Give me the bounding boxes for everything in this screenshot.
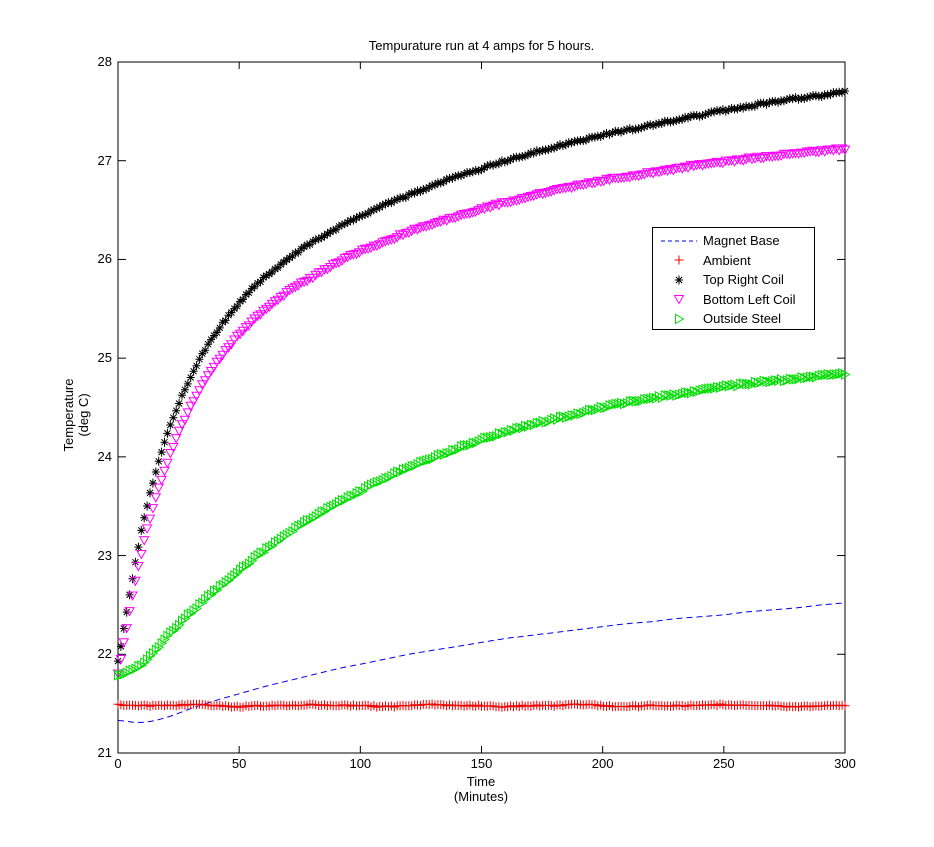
- x-axis-label: Time (Minutes): [331, 774, 631, 804]
- triangle-right-icon: [675, 313, 685, 325]
- asterisk-icon: [675, 275, 683, 285]
- x-tick-label: 250: [712, 756, 735, 771]
- y-axis-label-line1: Temperature: [61, 378, 76, 452]
- series-outside-steel-markers: [114, 367, 851, 681]
- y-tick-label: 25: [97, 350, 112, 366]
- legend-label: Bottom Left Coil: [703, 291, 796, 307]
- y-tick-label: 24: [97, 448, 112, 464]
- x-tick-label: 50: [231, 756, 247, 771]
- legend-label: Top Right Coil: [703, 272, 784, 288]
- legend-item-bottom-left-coil: Bottom Left Coil: [653, 290, 814, 310]
- series-top-right-coil-markers: [114, 86, 849, 666]
- y-tick-label: 23: [97, 547, 112, 563]
- legend-item-top-right-coil: Top Right Coil: [653, 270, 814, 290]
- y-axis-label-line2: (deg C): [76, 393, 91, 437]
- legend-label: Outside Steel: [703, 311, 782, 327]
- series-ambient-markers: [113, 699, 850, 712]
- y-tick-label: 27: [97, 152, 112, 168]
- plus-icon: [674, 255, 684, 265]
- y-tick-label: 26: [97, 251, 112, 267]
- chart-title: Tempurature run at 4 amps for 5 hours.: [368, 38, 595, 53]
- x-tick-label: 0: [114, 756, 122, 771]
- legend-label: Magnet Base: [703, 233, 780, 249]
- dashed-line-icon: [661, 240, 697, 242]
- legend: Magnet Base Ambient Top Right Coil Bottom L…: [652, 227, 815, 330]
- legend-item-magnet-base: Magnet Base: [653, 231, 814, 251]
- x-tick-label: 100: [349, 756, 372, 771]
- axes-box: [117, 61, 846, 754]
- x-tick-label: 300: [834, 756, 856, 771]
- legend-item-ambient: Ambient: [653, 251, 814, 271]
- triangle-down-icon: [673, 295, 685, 305]
- x-tick-label: 150: [470, 756, 493, 771]
- y-axis-label: Temperature (deg C): [61, 379, 91, 452]
- y-tick-label: 21: [97, 745, 112, 760]
- x-axis-label-line2: (Minutes): [453, 789, 509, 804]
- y-tick-label: 22: [97, 646, 112, 662]
- legend-item-outside-steel: Outside Steel: [653, 309, 814, 329]
- x-tick-label: 200: [591, 756, 614, 771]
- series-magnet-base-line: [117, 602, 846, 723]
- x-axis-label-line1: Time: [466, 774, 496, 789]
- legend-label: Ambient: [703, 252, 751, 268]
- y-tick-label: 28: [97, 54, 112, 69]
